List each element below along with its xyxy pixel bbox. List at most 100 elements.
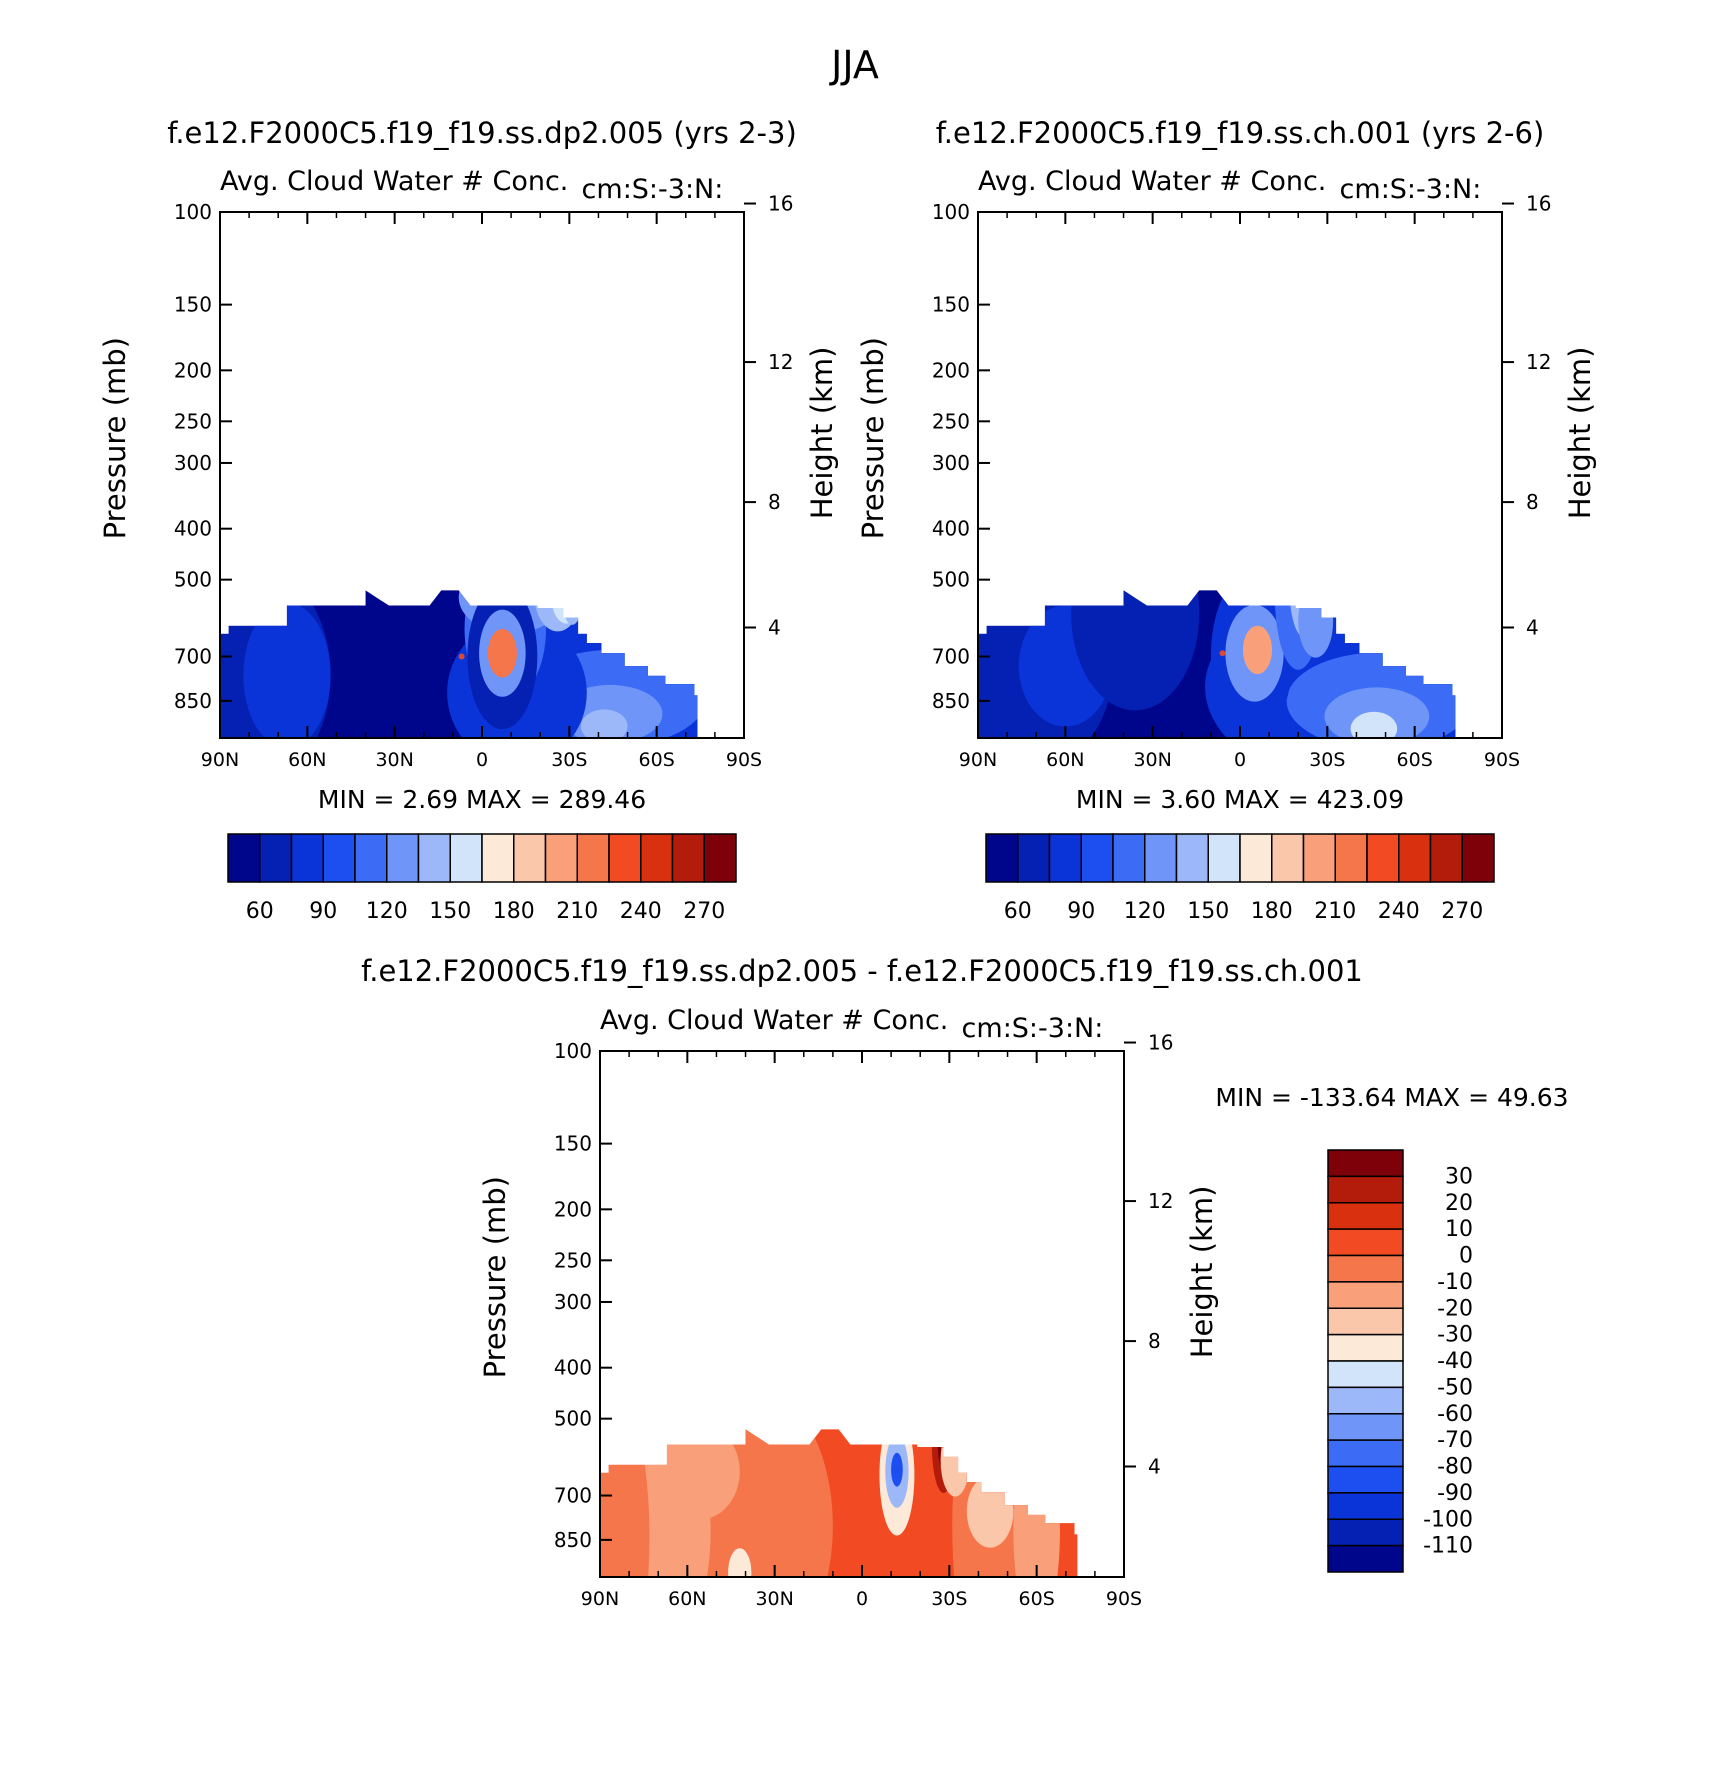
colorbar-label: 0 bbox=[1459, 1244, 1473, 1269]
colorbar-label: -40 bbox=[1437, 1349, 1473, 1374]
colorbar-label: 120 bbox=[1124, 899, 1166, 924]
x-tick-label: 60N bbox=[1046, 749, 1084, 771]
min-label: MIN = bbox=[1076, 785, 1153, 814]
x-tick-label: 0 bbox=[1234, 749, 1246, 771]
colorbar-swatch bbox=[1144, 833, 1178, 883]
colorbar-swatch bbox=[227, 833, 261, 883]
y-tick-label: 500 bbox=[174, 568, 212, 592]
contour-blob bbox=[966, 1474, 1014, 1548]
colorbar-swatch bbox=[608, 833, 642, 883]
colorbar-swatch bbox=[1334, 833, 1368, 883]
x-tick-label: 90N bbox=[201, 749, 239, 771]
y-tick-label: 150 bbox=[174, 293, 212, 317]
y-tick-label: 400 bbox=[174, 517, 212, 541]
x-tick-label: 60N bbox=[668, 1588, 706, 1610]
feature-peak bbox=[458, 653, 465, 660]
panel-variable: Avg. Cloud Water # Conc. bbox=[978, 166, 1326, 197]
y-right-tick-label: 12 bbox=[1526, 350, 1551, 374]
colorbar-swatch bbox=[1327, 1360, 1404, 1389]
y-right-tick-label: 4 bbox=[768, 615, 781, 639]
x-tick-label: 90S bbox=[1106, 1588, 1142, 1610]
colorbar-label: 270 bbox=[1441, 899, 1483, 924]
colorbar-swatch bbox=[1327, 1465, 1404, 1494]
y-right-axis-label: Height (km) bbox=[1563, 347, 1597, 520]
colorbar-label: 120 bbox=[366, 899, 408, 924]
contour-blob bbox=[1298, 590, 1334, 658]
x-tick-label: 90S bbox=[726, 749, 762, 771]
colorbar-label: -70 bbox=[1437, 1428, 1473, 1453]
colorbar-swatch bbox=[1302, 833, 1336, 883]
data-field bbox=[220, 590, 698, 738]
contour-blob bbox=[580, 709, 628, 738]
x-tick-label: 30S bbox=[931, 1588, 967, 1610]
colorbar-label: -90 bbox=[1437, 1481, 1473, 1506]
colorbar-label: 20 bbox=[1445, 1191, 1473, 1216]
feature-peak bbox=[893, 1464, 900, 1471]
y-right-tick-label: 4 bbox=[1526, 615, 1539, 639]
y-tick-label: 200 bbox=[932, 358, 970, 382]
y-tick-label: 100 bbox=[554, 1039, 592, 1063]
feature-peak bbox=[1219, 650, 1226, 657]
y-right-tick-label: 16 bbox=[768, 192, 793, 216]
colorbar-label: 150 bbox=[429, 899, 471, 924]
max-value: 289.46 bbox=[551, 785, 646, 814]
y-tick-label: 300 bbox=[174, 451, 212, 475]
colorbar-swatch bbox=[1017, 833, 1051, 883]
colorbar-label: 60 bbox=[1004, 899, 1032, 924]
y-right-tick-label: 8 bbox=[768, 490, 781, 514]
colorbar-label: -30 bbox=[1437, 1323, 1473, 1348]
x-tick-label: 90N bbox=[959, 749, 997, 771]
contour-blob bbox=[1350, 711, 1398, 738]
x-tick-label: 0 bbox=[476, 749, 488, 771]
page-title: JJA bbox=[829, 43, 879, 87]
y-tick-label: 850 bbox=[174, 689, 212, 713]
x-tick-label: 60S bbox=[1397, 749, 1433, 771]
colorbar-swatch bbox=[354, 833, 388, 883]
colorbar-swatch bbox=[1327, 1254, 1404, 1283]
y-tick-label: 250 bbox=[932, 409, 970, 433]
colorbar-label: -60 bbox=[1437, 1402, 1473, 1427]
y-axis-label: Pressure (mb) bbox=[478, 1176, 512, 1378]
min-max-stats: MIN = 3.60 MAX = 423.09 bbox=[1076, 785, 1404, 814]
min-label: MIN = bbox=[1215, 1083, 1292, 1112]
panel-variable: Avg. Cloud Water # Conc. bbox=[220, 166, 568, 197]
colorbar-swatch bbox=[1327, 1492, 1404, 1520]
colorbar-swatch bbox=[1327, 1333, 1404, 1362]
panel-variable: Avg. Cloud Water # Conc. bbox=[600, 1005, 948, 1036]
y-tick-label: 500 bbox=[932, 568, 970, 592]
colorbar-label: -80 bbox=[1437, 1455, 1473, 1480]
colorbar-swatch bbox=[1207, 833, 1241, 883]
y-tick-label: 850 bbox=[932, 689, 970, 713]
panel-b-case-title: f.e12.F2000C5.f19_f19.ss.ch.001 (yrs 2-6… bbox=[936, 116, 1545, 150]
colorbar-swatch bbox=[1327, 1518, 1404, 1547]
panel-a: Avg. Cloud Water # Conc. cm:S:-3:N: 100 150… bbox=[98, 166, 839, 924]
colorbar-label: 180 bbox=[493, 899, 535, 924]
colorbar-label: -100 bbox=[1423, 1507, 1473, 1532]
colorbar-swatch bbox=[322, 833, 356, 883]
y-tick-label: 700 bbox=[554, 1484, 592, 1508]
colorbar-swatch bbox=[1080, 833, 1114, 883]
colorbar-label: 180 bbox=[1251, 899, 1293, 924]
panel-diff: Avg. Cloud Water # Conc. cm:S:-3:N:100150… bbox=[478, 1005, 1569, 1610]
y-tick-label: 500 bbox=[554, 1407, 592, 1431]
y-right-axis-label: Height (km) bbox=[805, 347, 839, 520]
y-tick-label: 700 bbox=[932, 645, 970, 669]
colorbar-swatch bbox=[1175, 833, 1209, 883]
contour-blob bbox=[940, 1429, 970, 1497]
colorbar-label: -10 bbox=[1437, 1270, 1473, 1295]
contour-blob bbox=[658, 1429, 740, 1520]
colorbar-swatch bbox=[1327, 1386, 1404, 1415]
y-tick-label: 700 bbox=[174, 645, 212, 669]
y-tick-label: 400 bbox=[554, 1356, 592, 1380]
y-tick-label: 300 bbox=[932, 451, 970, 475]
panel-a-case-title: f.e12.F2000C5.f19_f19.ss.dp2.005 (yrs 2-… bbox=[167, 116, 797, 150]
colorbar-swatch bbox=[1429, 833, 1463, 883]
feature-peak bbox=[940, 1441, 947, 1448]
colorbar-swatch bbox=[640, 833, 674, 883]
y-tick-label: 200 bbox=[554, 1197, 592, 1221]
y-tick-label: 150 bbox=[554, 1132, 592, 1156]
contour-blob bbox=[484, 590, 532, 608]
panel-units: cm:S:-3:N: bbox=[582, 174, 724, 205]
x-tick-label: 0 bbox=[856, 1588, 868, 1610]
colorbar-swatch bbox=[290, 833, 324, 883]
